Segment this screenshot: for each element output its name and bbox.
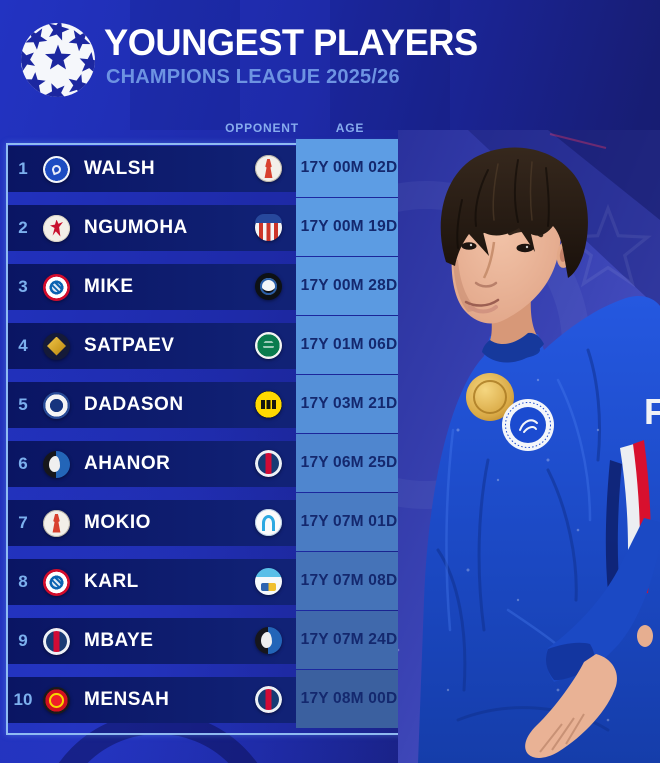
ucl-starball-icon <box>16 18 100 102</box>
rank-label: 3 <box>18 277 28 296</box>
sporting-club-badge-icon <box>255 332 282 359</box>
age-value: 17Y 03M 21D <box>296 375 402 433</box>
age-value: 17Y 08M 00D <box>296 670 402 728</box>
age-value: 17Y 01M 06D <box>296 316 402 374</box>
table-row: 3 MIKE 17Y 00M 28D <box>8 257 402 315</box>
rank-label: 9 <box>18 631 28 650</box>
table-row: 1 WALSH 17Y 00M 02D <box>8 139 402 197</box>
table-row: 2 NGUMOHA 17Y 00M 19D <box>8 198 402 256</box>
rank-label: 2 <box>18 218 28 237</box>
atletico-club-badge-icon <box>255 214 282 241</box>
dortmund-club-badge-icon <box>255 391 282 418</box>
header-shade-band <box>330 0 450 130</box>
bayern-club-badge-icon <box>43 273 70 301</box>
table-row: 5 DADASON 17Y 03M 21D <box>8 375 402 433</box>
player-name: SATPAEV <box>84 335 175 356</box>
column-header-age: AGE <box>335 121 365 135</box>
page-subtitle: CHAMPIONS LEAGUE 2025/26 <box>106 66 400 88</box>
table-row: 4 SATPAEV 17Y 01M 06D <box>8 316 402 374</box>
table-row: 10 MENSAH 17Y 08M 00D <box>8 670 402 728</box>
ucl-starball-svg <box>21 23 95 97</box>
player-name: WALSH <box>84 158 156 179</box>
player-name: MIKE <box>84 276 134 297</box>
psg-club-badge-icon <box>255 686 282 713</box>
rank-label: 7 <box>18 513 28 532</box>
liverpool-club-badge-icon <box>43 214 70 242</box>
chelsea-club-badge-icon <box>43 155 70 183</box>
table-row: 7 MOKIO 17Y 07M 01D <box>8 493 402 551</box>
age-value: 17Y 00M 28D <box>296 257 402 315</box>
player-photo: F <box>262 130 660 763</box>
header-shade-band <box>130 0 240 130</box>
copenhagen-club-badge-icon <box>43 391 70 419</box>
bayern-club-badge-icon <box>43 568 70 596</box>
age-value: 17Y 00M 02D <box>296 139 402 197</box>
table-row: 8 KARL 17Y 07M 08D <box>8 552 402 610</box>
ajax-club-badge-icon <box>43 509 70 537</box>
player-name: AHANOR <box>84 453 171 474</box>
rank-label: 8 <box>18 572 28 591</box>
table-row: 9 MBAYE 17Y 07M 24D <box>8 611 402 669</box>
player-name: DADASON <box>84 394 184 415</box>
player-name: MBAYE <box>84 630 154 651</box>
player-name: NGUMOHA <box>84 217 188 238</box>
player-name: MENSAH <box>84 689 170 710</box>
age-value: 17Y 07M 08D <box>296 552 402 610</box>
brugge-club-badge-icon <box>255 273 282 300</box>
leverkusen-club-badge-icon <box>43 686 70 714</box>
age-value: 17Y 07M 24D <box>296 611 402 669</box>
page-title: YOUNGEST PLAYERS <box>104 22 478 63</box>
atalanta-club-badge-icon <box>43 450 70 478</box>
player-photo-svg: F <box>262 130 660 763</box>
atalanta-club-badge-icon <box>255 627 282 654</box>
psg-club-badge-icon <box>43 627 70 655</box>
rank-label: 5 <box>18 395 28 414</box>
marseille-club-badge-icon <box>255 509 282 536</box>
rank-label: 1 <box>18 159 28 178</box>
psg-club-badge-icon <box>255 450 282 477</box>
kairat-club-badge-icon <box>43 332 70 360</box>
rank-label: 4 <box>18 336 28 355</box>
player-name: MOKIO <box>84 512 151 533</box>
player-name: KARL <box>84 571 139 592</box>
rank-label: 10 <box>13 690 33 709</box>
sleeve-letter: F <box>644 391 660 432</box>
column-header-opponent: OPPONENT <box>225 121 299 135</box>
table-row: 6 AHANOR 17Y 06M 25D <box>8 434 402 492</box>
pafos-club-badge-icon <box>255 568 282 595</box>
age-value: 17Y 06M 25D <box>296 434 402 492</box>
age-value: 17Y 00M 19D <box>296 198 402 256</box>
ajax-club-badge-icon <box>255 155 282 182</box>
rank-label: 6 <box>18 454 28 473</box>
age-value: 17Y 07M 01D <box>296 493 402 551</box>
